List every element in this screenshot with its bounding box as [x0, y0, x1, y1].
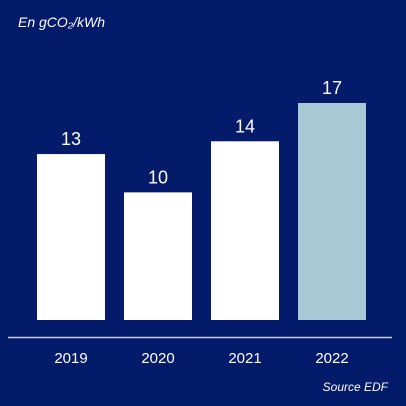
category-label-2019: 2019	[54, 350, 87, 367]
value-label-2020: 10	[148, 167, 168, 187]
value-label-2022: 17	[322, 78, 342, 98]
category-label-2022: 2022	[315, 350, 348, 367]
category-label-2020: 2020	[141, 350, 174, 367]
value-label-2019: 13	[61, 129, 81, 149]
source-label: Source EDF	[322, 380, 388, 394]
category-label-2021: 2021	[228, 350, 261, 367]
bar-2022	[298, 103, 366, 320]
bar-2020	[124, 192, 192, 320]
bar-2019	[37, 154, 105, 320]
bar-2021	[211, 141, 279, 320]
value-label-2021: 14	[235, 116, 255, 136]
unit-label: En gCO₂/kWh	[18, 14, 106, 30]
